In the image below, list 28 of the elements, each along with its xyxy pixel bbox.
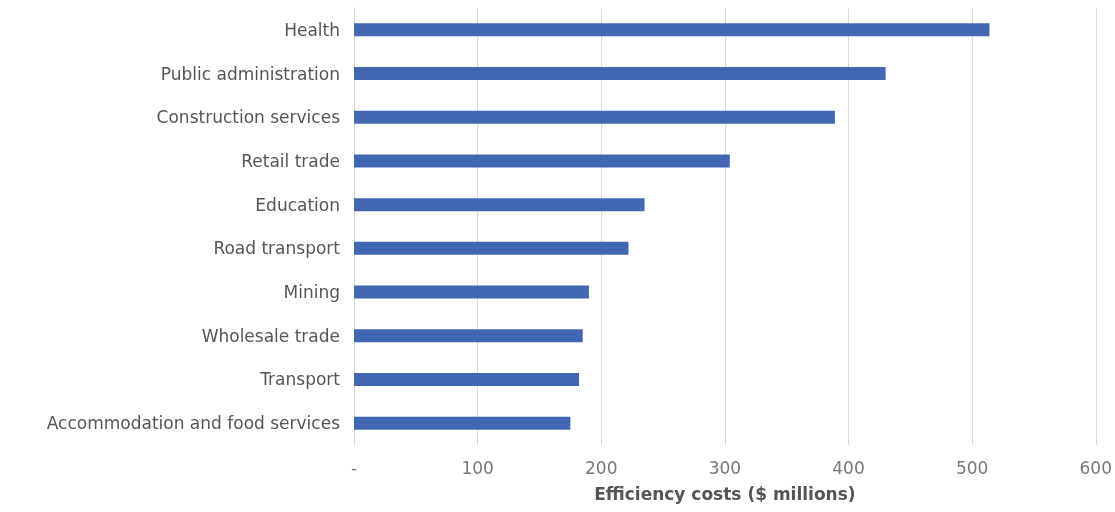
bar <box>354 154 730 168</box>
bar <box>354 67 886 81</box>
x-axis-title: Efficiency costs ($ millions) <box>594 483 856 504</box>
x-tick-label: 200 <box>585 457 618 478</box>
x-tick-label: 300 <box>708 457 742 478</box>
y-tick-label: Public administration <box>160 63 340 84</box>
bar <box>354 198 645 212</box>
y-tick-label: Construction services <box>156 107 341 128</box>
x-tick-label: 400 <box>832 457 865 478</box>
y-tick-label: Education <box>255 194 340 215</box>
bar <box>354 372 580 386</box>
bar <box>354 110 835 124</box>
bar <box>354 241 629 255</box>
x-tick-label: 100 <box>461 457 494 478</box>
y-tick-label: Mining <box>283 282 340 303</box>
y-tick-label: Transport <box>259 369 341 390</box>
x-tick-label: 500 <box>955 457 989 478</box>
y-tick-label: Wholesale trade <box>201 325 340 346</box>
x-tick-label: - <box>350 457 358 478</box>
y-tick-label: Road transport <box>213 238 341 259</box>
bar <box>354 416 571 430</box>
bar <box>354 23 990 37</box>
y-tick-label: Retail trade <box>241 150 340 171</box>
x-tick-label: 600 <box>1079 457 1112 478</box>
y-tick-label: Accommodation and food services <box>46 413 341 434</box>
bar <box>354 285 589 299</box>
bar <box>354 329 583 343</box>
y-tick-label: Health <box>284 19 340 40</box>
